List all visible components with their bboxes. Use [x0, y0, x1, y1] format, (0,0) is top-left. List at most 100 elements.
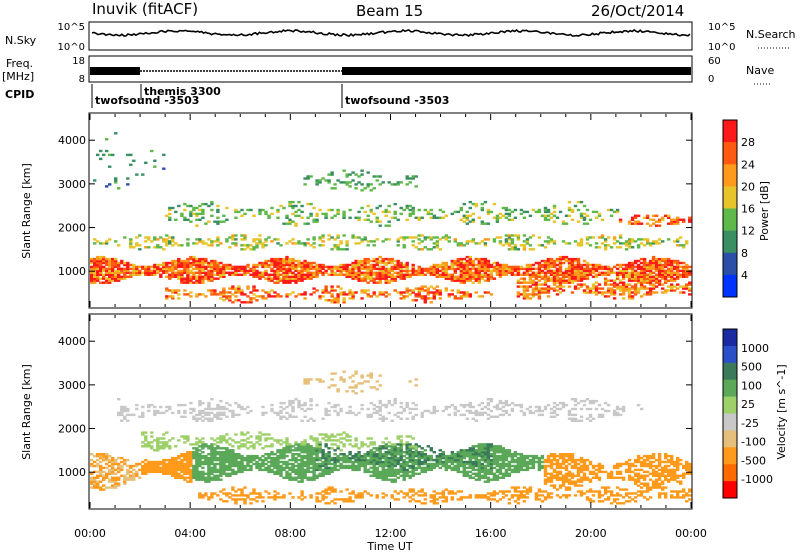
range-cell — [441, 216, 445, 219]
noise-panel: N.Sky 10^5 10^0 10^5 10^0 N.Search — [5, 21, 796, 53]
range-cell — [477, 265, 481, 269]
range-cell — [651, 267, 656, 271]
range-cell — [93, 476, 97, 479]
range-cell — [243, 445, 247, 448]
range-cell — [645, 291, 650, 294]
range-cell — [525, 295, 530, 298]
range-cell — [222, 265, 226, 269]
range-cell — [670, 267, 674, 271]
range-cell — [258, 208, 262, 212]
range-cell — [357, 454, 361, 458]
range-cell — [546, 295, 551, 298]
range-cell — [297, 403, 301, 407]
range-cell — [141, 441, 145, 444]
range-cell — [150, 149, 154, 153]
range-cell — [252, 240, 256, 243]
range-cell — [516, 291, 521, 294]
range-cell — [507, 238, 512, 241]
range-cell — [249, 456, 253, 460]
range-cell — [642, 259, 647, 263]
range-cell — [477, 269, 481, 273]
range-cell — [213, 413, 217, 417]
range-cell — [414, 454, 418, 458]
range-cell — [138, 265, 142, 269]
range-cell — [393, 443, 397, 446]
range-cell — [555, 293, 560, 296]
range-cell — [369, 415, 373, 418]
range-cell — [255, 244, 259, 247]
range-cell — [216, 468, 220, 472]
range-cell — [282, 277, 286, 280]
range-cell — [216, 240, 220, 243]
range-cell — [474, 273, 478, 276]
range-cell — [324, 439, 328, 442]
range-cell — [216, 210, 220, 214]
range-cell — [661, 218, 665, 221]
range-cell — [198, 401, 202, 405]
range-cell — [688, 265, 692, 269]
range-cell — [378, 405, 382, 409]
range-cell — [285, 216, 289, 219]
range-cell — [375, 281, 379, 284]
range-cell — [676, 283, 680, 286]
range-cell — [261, 273, 265, 276]
range-cell — [636, 289, 641, 292]
range-cell — [222, 456, 226, 460]
range-cell — [177, 472, 181, 475]
range-cell — [306, 380, 310, 383]
range-cell — [150, 468, 154, 472]
range-cell — [150, 466, 154, 470]
range-cell — [186, 468, 190, 472]
range-cell — [240, 248, 244, 251]
range-cell — [300, 492, 304, 495]
range-cell — [117, 484, 121, 487]
range-cell — [531, 289, 536, 292]
range-cell — [117, 478, 121, 481]
range-cell — [354, 496, 358, 499]
range-cell — [573, 287, 578, 290]
range-cell — [600, 236, 605, 239]
range-cell — [609, 271, 614, 274]
range-cell — [375, 458, 379, 462]
range-cell — [174, 476, 178, 479]
range-cell — [216, 411, 220, 415]
range-cell — [609, 279, 614, 282]
range-cell — [372, 466, 376, 470]
range-cell — [321, 474, 325, 477]
range-cell — [504, 206, 509, 210]
range-cell — [297, 242, 301, 245]
range-cell — [219, 413, 223, 417]
range-cell — [369, 437, 373, 440]
range-cell — [300, 269, 304, 273]
range-cell — [243, 273, 247, 276]
range-cell — [582, 222, 587, 225]
range-cell — [189, 220, 193, 223]
range-cell — [381, 472, 385, 475]
range-cell — [219, 399, 223, 403]
range-cell — [453, 261, 457, 265]
range-cell — [240, 458, 244, 462]
range-cell — [654, 257, 659, 261]
range-cell — [231, 451, 235, 454]
range-cell — [120, 271, 124, 274]
range-cell — [246, 271, 250, 274]
range-cell — [165, 458, 169, 462]
range-cell — [225, 458, 229, 462]
range-cell — [540, 214, 545, 217]
range-cell — [486, 269, 491, 273]
range-cell — [612, 289, 617, 292]
range-cell — [201, 472, 205, 475]
range-cell — [321, 380, 325, 383]
range-cell — [528, 281, 533, 284]
range-cell — [120, 456, 124, 460]
range-cell — [261, 263, 265, 267]
range-cell — [219, 441, 223, 444]
range-cell — [585, 265, 590, 269]
range-cell — [480, 277, 484, 280]
range-cell — [183, 403, 187, 407]
range-cell — [126, 472, 130, 475]
range-cell — [351, 273, 355, 276]
range-cell — [336, 390, 340, 393]
range-cell — [165, 261, 169, 265]
range-cell — [357, 259, 361, 263]
